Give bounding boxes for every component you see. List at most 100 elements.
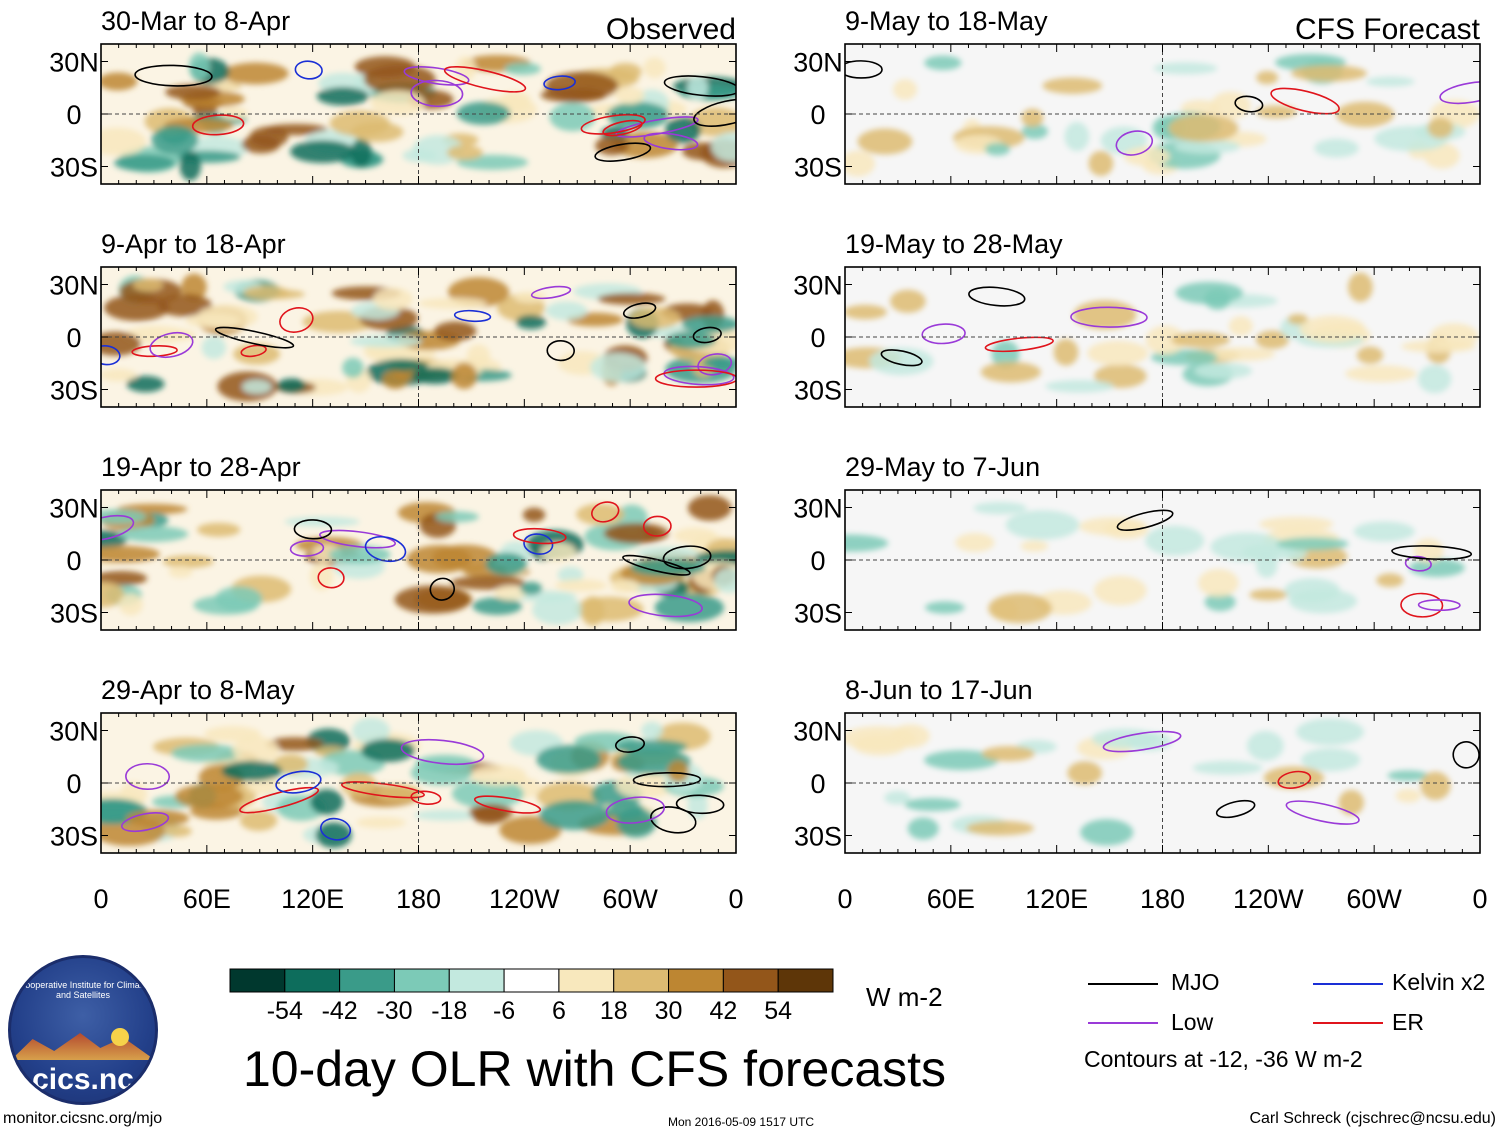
contour-loop xyxy=(968,286,1026,307)
contour-loop xyxy=(650,806,697,834)
contour-loop xyxy=(293,519,333,540)
y-tick-label: 30S xyxy=(50,153,98,183)
anomaly-blob xyxy=(118,593,143,616)
anomaly-blob xyxy=(126,375,165,393)
anomaly-blob xyxy=(536,744,602,774)
anomaly-blob xyxy=(290,140,355,164)
colorbar-swatch xyxy=(339,968,395,993)
anomaly-blob xyxy=(1021,123,1048,140)
contour-loop xyxy=(1070,306,1148,328)
anomaly-blob xyxy=(980,361,1041,383)
anomaly-blob xyxy=(1094,364,1147,388)
contour-loop xyxy=(317,567,345,589)
anomaly-blob xyxy=(214,586,263,612)
anomaly-blob xyxy=(1204,592,1236,612)
anomaly-blob xyxy=(266,737,324,751)
olr-anomaly-field xyxy=(101,52,736,181)
anomaly-blob xyxy=(1347,272,1373,302)
y-tick-label: 30N xyxy=(793,494,843,524)
anomaly-blob xyxy=(151,125,199,155)
anomaly-blob xyxy=(1067,761,1103,785)
anomaly-blob xyxy=(654,593,724,623)
colorbar-swatch xyxy=(229,968,286,993)
contour-loop xyxy=(1234,95,1264,113)
contour-loop xyxy=(214,326,295,349)
anomaly-blob xyxy=(1246,730,1284,761)
x-tick-label: 60E xyxy=(927,884,975,914)
anomaly-blob xyxy=(1263,766,1325,790)
y-tick-label: 30N xyxy=(49,494,99,524)
contour-loop xyxy=(410,79,464,108)
panel-title: 9-Apr to 18-Apr xyxy=(101,229,286,259)
anomaly-blob xyxy=(277,378,307,393)
anomaly-blob xyxy=(966,820,1035,836)
x-tick-label: 120E xyxy=(1025,884,1088,914)
anomaly-blob xyxy=(615,86,645,105)
anomaly-blob xyxy=(1291,65,1368,82)
contour-loop xyxy=(845,60,883,79)
colorbar: -54 -42 -30 -18 -6 6 18 30 42 54 xyxy=(229,968,834,1025)
anomaly-blob xyxy=(630,558,706,577)
anomaly-blob xyxy=(1123,146,1170,167)
contour-loop xyxy=(543,75,576,91)
x-tick-label: 0 xyxy=(728,884,743,914)
anomaly-blob xyxy=(370,90,425,116)
colorbar-swatch xyxy=(668,968,724,993)
panel-obs-2: 30N 0 30S 9-Apr to 18-Apr xyxy=(49,229,737,408)
panel-title: 19-Apr to 28-Apr xyxy=(101,452,301,482)
anomaly-blob xyxy=(104,294,170,322)
contour-loop xyxy=(240,344,267,358)
panel-title: 29-Apr to 8-May xyxy=(101,675,295,705)
contour-loop xyxy=(591,501,620,523)
y-tick-label: 0 xyxy=(810,323,825,353)
contour-loop xyxy=(662,545,712,570)
anomaly-blob xyxy=(1242,543,1297,561)
anomaly-blob xyxy=(181,273,207,301)
contour-loop xyxy=(101,344,121,366)
anomaly-blob xyxy=(520,581,543,595)
anomaly-blob xyxy=(555,579,607,592)
anomaly-blob xyxy=(179,151,201,181)
panel-fc-3: 30N 0 30S 29-May to 7-Jun xyxy=(793,452,1481,631)
y-tick-label: 30N xyxy=(793,717,843,747)
contour-loop xyxy=(149,331,194,359)
colorbar-swatch xyxy=(503,968,560,993)
contour-loop xyxy=(289,540,325,557)
anomaly-blob xyxy=(557,566,584,583)
anomaly-blob xyxy=(1401,340,1476,353)
colorbar-tick-label: -54 xyxy=(267,997,303,1025)
anomaly-blob xyxy=(410,760,473,786)
anomaly-blob xyxy=(687,495,732,521)
contour-loop xyxy=(605,796,666,824)
anomaly-blob xyxy=(418,297,487,309)
contour-loop xyxy=(1452,741,1480,769)
contour-loop xyxy=(632,772,702,788)
anomaly-blob xyxy=(352,717,390,745)
y-tick-label: 30N xyxy=(49,271,99,301)
contours xyxy=(120,736,725,841)
contour-loop xyxy=(654,369,736,388)
anomaly-blob xyxy=(174,784,244,809)
contour-loop xyxy=(134,64,213,87)
anomaly-blob xyxy=(117,526,189,542)
anomaly-blob xyxy=(1194,362,1253,379)
panel-fc-1: 30N 0 30S 9-May to 18-May CFS Forecast xyxy=(793,6,1481,185)
contour-loop xyxy=(530,285,572,300)
anomaly-blob xyxy=(1088,150,1114,177)
anomaly-blob xyxy=(1192,760,1263,775)
anomaly-blob xyxy=(845,150,876,177)
anomaly-blob xyxy=(581,596,605,626)
anomaly-blob xyxy=(988,593,1052,624)
logo-ring-text: Cooperative Institute for Climate and Sa… xyxy=(18,980,148,1000)
colorbar-swatch xyxy=(777,968,834,993)
contour-loop xyxy=(320,817,352,841)
contour-loop xyxy=(1215,799,1256,819)
anomaly-blob xyxy=(1288,589,1358,614)
anomaly-blob xyxy=(221,760,283,782)
anomaly-blob xyxy=(869,347,934,376)
anomaly-blob xyxy=(1087,340,1149,366)
panel-title: 29-May to 7-Jun xyxy=(845,452,1040,482)
contour-loop xyxy=(443,66,527,93)
y-tick-label: 30N xyxy=(49,48,99,78)
contour-loop xyxy=(880,349,923,367)
